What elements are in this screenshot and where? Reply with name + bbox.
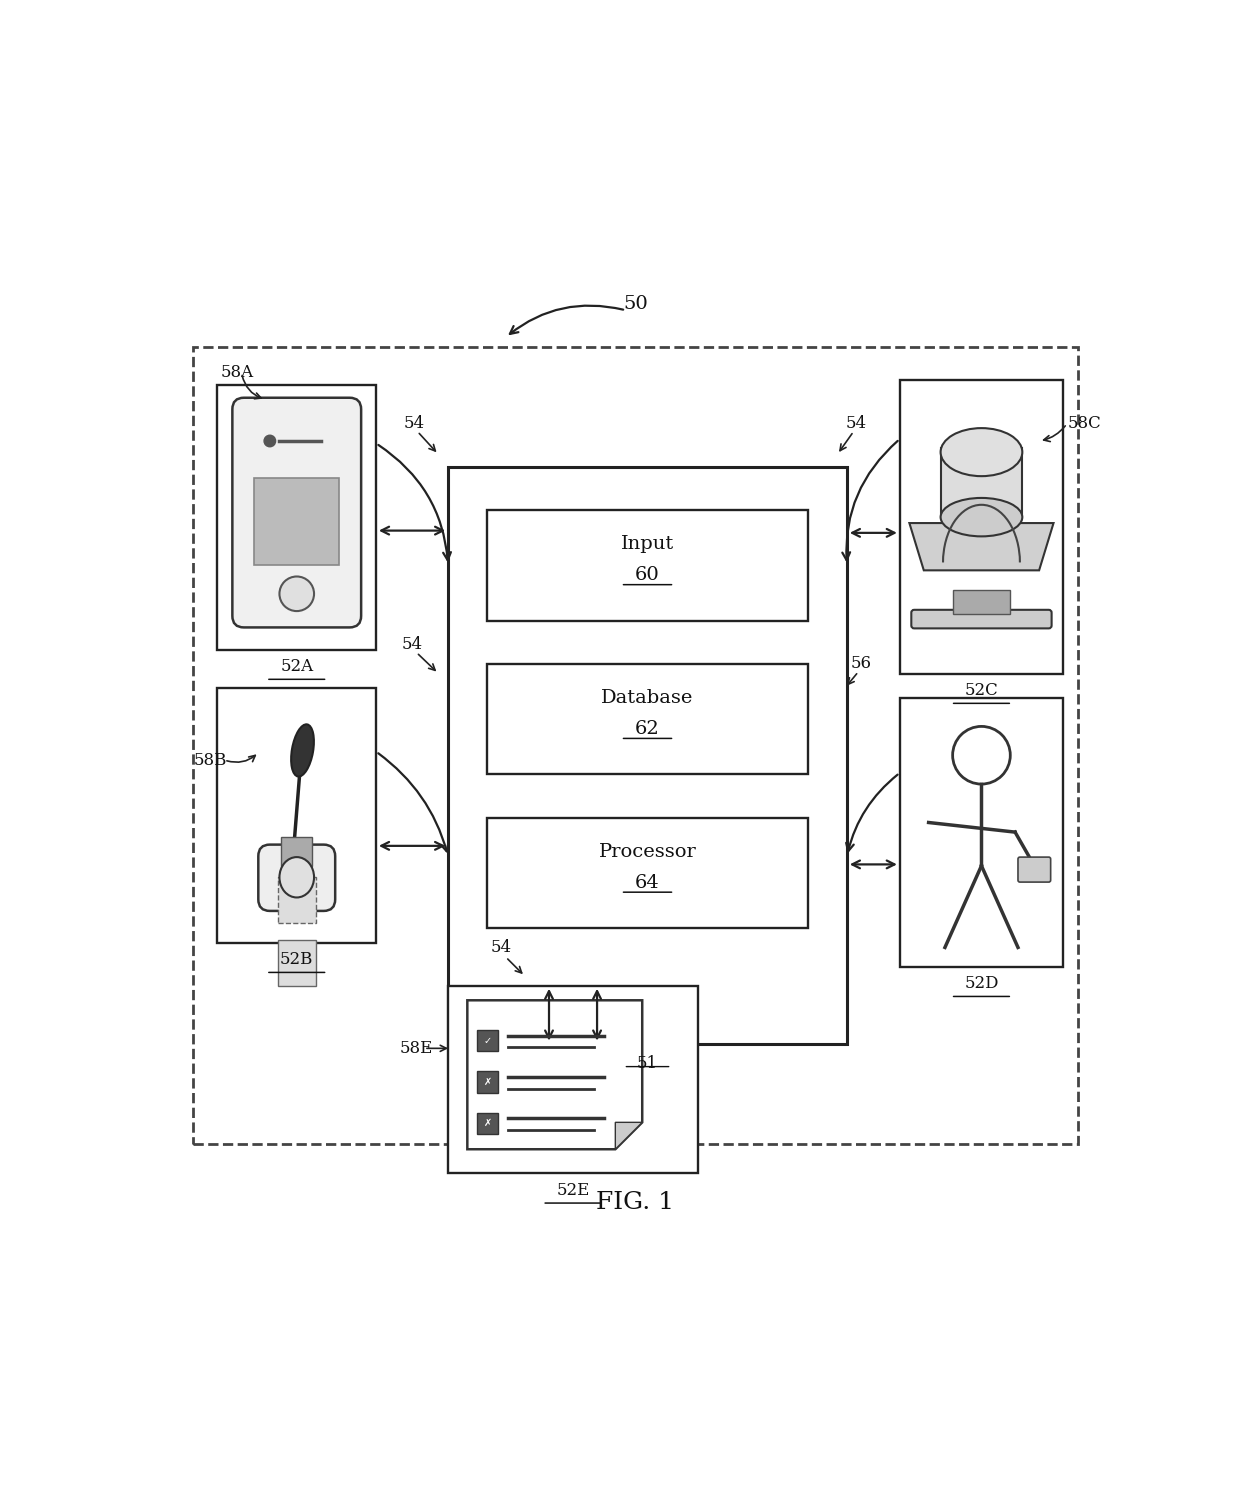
Polygon shape <box>909 523 1054 571</box>
Text: 60: 60 <box>635 566 660 584</box>
Text: 50: 50 <box>624 294 647 312</box>
Circle shape <box>279 577 314 611</box>
FancyBboxPatch shape <box>217 385 376 649</box>
Ellipse shape <box>279 857 314 898</box>
FancyBboxPatch shape <box>486 510 808 621</box>
FancyBboxPatch shape <box>477 1113 498 1134</box>
FancyBboxPatch shape <box>1018 857 1050 883</box>
Text: 52E: 52E <box>557 1181 590 1199</box>
FancyBboxPatch shape <box>900 380 1063 673</box>
FancyBboxPatch shape <box>281 837 312 866</box>
Text: ✗: ✗ <box>484 1119 491 1128</box>
FancyBboxPatch shape <box>193 346 1078 1144</box>
Text: ✗: ✗ <box>484 1077 491 1086</box>
FancyBboxPatch shape <box>486 664 808 774</box>
FancyBboxPatch shape <box>232 398 361 627</box>
FancyBboxPatch shape <box>952 590 1011 614</box>
Text: 56: 56 <box>851 655 872 673</box>
FancyBboxPatch shape <box>900 697 1063 967</box>
Text: 52C: 52C <box>965 682 998 700</box>
Polygon shape <box>615 1122 642 1149</box>
Text: 54: 54 <box>846 415 867 432</box>
FancyBboxPatch shape <box>258 844 335 911</box>
FancyBboxPatch shape <box>254 478 339 565</box>
FancyBboxPatch shape <box>911 609 1052 629</box>
Text: ✓: ✓ <box>484 1036 491 1046</box>
Text: 52B: 52B <box>280 951 314 969</box>
Text: 54: 54 <box>402 636 423 654</box>
Text: 51: 51 <box>637 1055 658 1071</box>
FancyBboxPatch shape <box>477 1071 498 1092</box>
Text: 52D: 52D <box>965 975 998 993</box>
FancyBboxPatch shape <box>477 1030 498 1051</box>
FancyBboxPatch shape <box>278 877 316 923</box>
Ellipse shape <box>941 428 1022 476</box>
FancyBboxPatch shape <box>278 939 316 985</box>
Text: 54: 54 <box>404 415 425 432</box>
FancyBboxPatch shape <box>448 467 847 1043</box>
Text: 52A: 52A <box>280 658 314 675</box>
FancyBboxPatch shape <box>217 688 376 942</box>
Text: 62: 62 <box>635 719 660 739</box>
Circle shape <box>264 435 275 447</box>
Ellipse shape <box>941 498 1022 536</box>
Text: FIG. 1: FIG. 1 <box>596 1190 675 1214</box>
FancyBboxPatch shape <box>486 817 808 929</box>
FancyBboxPatch shape <box>941 449 1022 517</box>
Text: 58B: 58B <box>193 752 227 768</box>
Text: Processor: Processor <box>599 843 697 860</box>
Ellipse shape <box>291 724 314 777</box>
Circle shape <box>952 727 1011 785</box>
Text: 64: 64 <box>635 874 660 892</box>
Text: Database: Database <box>601 690 693 707</box>
Text: 58A: 58A <box>221 364 253 382</box>
Text: 58E: 58E <box>401 1040 434 1057</box>
FancyBboxPatch shape <box>448 985 698 1174</box>
Polygon shape <box>467 1000 642 1149</box>
Text: Input: Input <box>621 535 675 553</box>
Text: 58C: 58C <box>1068 415 1101 432</box>
Text: 54: 54 <box>490 939 512 955</box>
